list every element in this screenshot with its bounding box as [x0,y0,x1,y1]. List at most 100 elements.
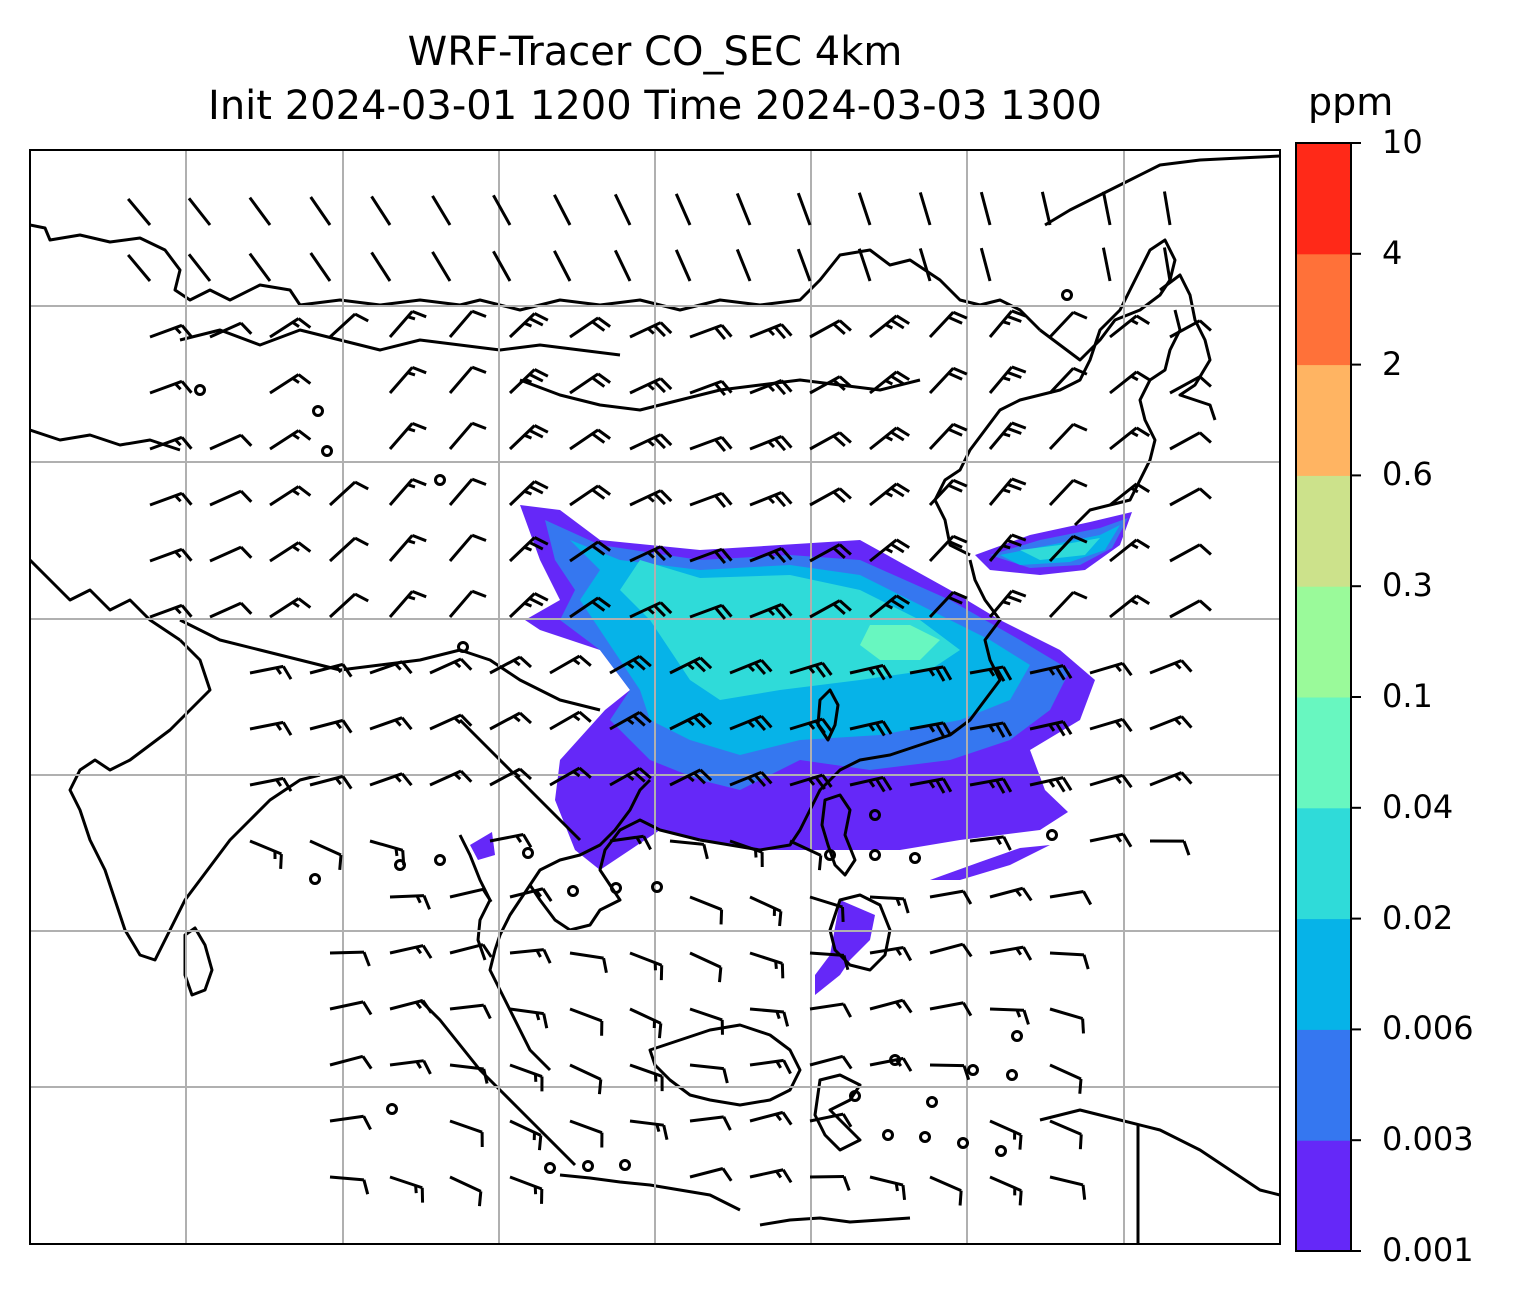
wind-barb [489,711,533,731]
wind-barbs [126,191,1212,1207]
wind-barb [669,712,713,731]
wind-barb [1049,1119,1083,1150]
calm-wind-circle [434,854,446,866]
wind-barb [809,895,845,922]
wind-barb [729,658,773,675]
wind-barb [1169,599,1212,619]
wind-barb [249,839,283,869]
wind-barb [749,379,793,396]
wind-barb [857,192,872,226]
colorbar-unit-label: ppm [1308,80,1394,124]
wind-barb [689,895,724,925]
wind-barb [508,424,549,451]
wind-barb [979,191,992,226]
calm-wind-circle [849,1090,861,1102]
calm-wind-circle [919,1131,931,1143]
wind-barb [689,323,733,341]
wind-barb [508,312,549,339]
wind-barb [969,835,1012,851]
wind-barb [749,323,793,340]
wind-barb [187,197,212,226]
wind-barb [796,248,812,282]
wind-barb [431,251,452,282]
wind-barb [369,772,413,787]
colorbar-segment [1296,1140,1351,1252]
wind-barb [448,309,487,338]
wind-barb [809,543,852,563]
calm-wind-circle [1061,289,1073,301]
wind-barb [309,662,353,678]
wind-barb [449,943,493,958]
colorbar-segment [1296,475,1351,587]
wind-barb [796,192,812,226]
wind-barb [689,1007,724,1035]
wind-barb [729,770,773,787]
wind-barb [449,1063,489,1084]
wind-barb [674,249,692,282]
wind-barb [749,547,793,564]
wind-barb [629,1007,663,1039]
colorbar-tick-label: 0.006 [1382,1009,1474,1048]
wind-barb [1109,482,1151,507]
wind-barb [569,372,612,395]
wind-barb [388,533,427,562]
wind-barb [209,545,253,563]
wind-barb [269,541,312,563]
wind-barb [509,948,552,964]
wind-barb [448,477,487,506]
wind-barb [449,1175,483,1207]
wind-barb [929,1001,973,1017]
calm-wind-circle [909,852,921,864]
tracer-plume [470,505,1132,995]
wind-barb [749,895,783,927]
wind-barb [1049,951,1090,970]
wind-barb [1048,478,1088,507]
border-china-west [179,328,621,357]
wind-barb [689,547,733,565]
border-pakistan [30,558,181,642]
wind-barb [569,484,612,507]
wind-barb [329,950,371,967]
wind-barb [789,661,833,678]
colorbar-tick-label: 0.001 [1382,1231,1474,1269]
wind-barb [248,252,272,282]
calm-wind-circle [926,1096,938,1108]
calm-wind-circle [824,849,836,861]
wind-barb [1169,431,1212,451]
wind-barb [328,480,369,507]
wind-barb [869,482,911,507]
calm-wind-circle [1006,1069,1018,1081]
wind-barb [1029,664,1073,681]
wind-barb [389,1175,425,1203]
colorbar-tick-label: 0.003 [1382,1120,1474,1159]
wind-barb [749,1168,793,1184]
wind-barb [1089,832,1133,848]
wind-barb [809,599,852,619]
wind-barb [809,1112,853,1128]
wind-barb [988,477,1027,506]
border-central-asia [30,428,181,452]
wind-barb [989,1175,1023,1206]
wind-barb [729,714,773,731]
wind-barb [209,321,253,339]
wind-barb [809,375,852,395]
plume-band-0.02 [620,560,960,700]
wind-barb [629,1063,664,1092]
wind-barb [489,833,533,849]
wind-barb [749,603,793,620]
wind-barb [209,489,253,507]
plume-band-0.001 [815,900,875,995]
wind-barb [1048,422,1088,451]
wind-barb [388,365,427,394]
wind-barb [1029,776,1073,793]
wind-barb [689,1167,733,1182]
calm-wind-circle [582,1160,594,1172]
wind-barb [809,487,852,507]
calm-wind-circle [434,474,446,486]
wind-barb [988,309,1027,338]
wind-barb [689,603,733,621]
wind-barb [149,547,193,563]
calm-wind-circle [651,881,663,893]
wind-barb [1162,247,1172,282]
wind-barb [1162,191,1172,226]
